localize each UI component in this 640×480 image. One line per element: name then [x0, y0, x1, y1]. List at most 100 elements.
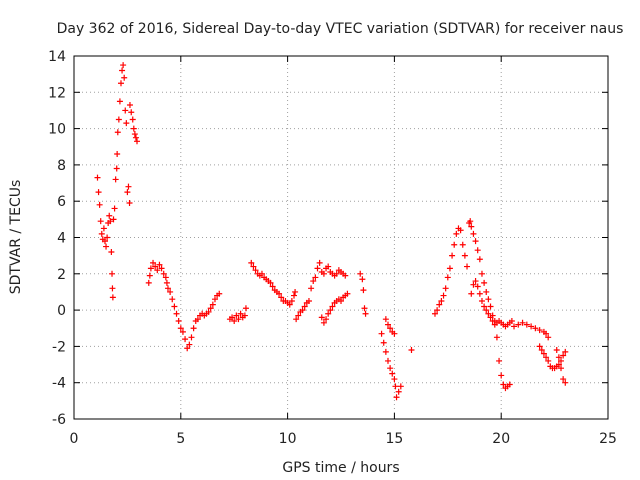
data-point [182, 336, 189, 343]
data-point [474, 283, 481, 290]
y-tick-label: 12 [48, 85, 66, 101]
x-tick-label: 0 [70, 431, 79, 447]
data-point [536, 343, 543, 350]
data-point [485, 310, 492, 317]
data-point [160, 270, 167, 277]
data-point [101, 238, 108, 245]
data-points [94, 62, 569, 401]
y-axis-label: SDTVAR / TECUs [8, 180, 24, 295]
y-tick-label: -6 [52, 412, 66, 428]
data-point [543, 354, 550, 361]
data-point [380, 339, 387, 346]
data-point [511, 323, 518, 330]
data-point [242, 305, 249, 312]
data-point [103, 243, 110, 250]
data-point [562, 348, 569, 355]
data-point [434, 307, 441, 314]
data-point [233, 312, 240, 319]
axis-ticks: 0 5 10 15 20 25 -6 -4 -2 0 2 4 6 8 10 12 14 [48, 49, 617, 447]
y-tick-label: -4 [52, 376, 66, 392]
data-point [560, 376, 567, 383]
data-point [378, 330, 385, 337]
data-point [121, 74, 128, 81]
data-point [237, 310, 244, 317]
data-point [175, 317, 182, 324]
data-point [446, 265, 453, 272]
data-point [163, 279, 170, 286]
x-tick-label: 20 [492, 431, 510, 447]
data-point [207, 305, 214, 312]
data-point [205, 308, 212, 315]
data-point [291, 292, 298, 299]
data-point [397, 383, 404, 390]
data-point [483, 288, 490, 295]
data-point [461, 252, 468, 259]
data-point [476, 256, 483, 263]
chart-title: Day 362 of 2016, Sidereal Day-to-day VTE… [57, 21, 624, 37]
data-point [389, 370, 396, 377]
data-point [481, 279, 488, 286]
data-point [519, 319, 526, 326]
data-point [278, 294, 285, 301]
data-point [190, 325, 197, 332]
data-point [496, 357, 503, 364]
data-point [97, 218, 104, 225]
data-point [478, 298, 485, 305]
data-point [299, 307, 306, 314]
data-point [106, 212, 113, 219]
data-point [288, 298, 295, 305]
data-point [408, 347, 415, 354]
data-point [538, 347, 545, 354]
data-point [98, 230, 105, 237]
data-point [457, 227, 464, 234]
data-point [146, 272, 153, 279]
data-point [115, 116, 122, 123]
data-point [325, 310, 332, 317]
data-point [467, 218, 474, 225]
data-point [267, 279, 274, 286]
data-point [314, 265, 321, 272]
data-point [500, 381, 507, 388]
data-point [111, 205, 118, 212]
data-point [241, 312, 248, 319]
data-point [209, 301, 216, 308]
data-point [292, 288, 299, 295]
data-point [169, 296, 176, 303]
data-point [129, 116, 136, 123]
data-point [442, 285, 449, 292]
y-tick-label: 4 [57, 231, 66, 247]
data-point [248, 259, 255, 266]
y-tick-label: -2 [52, 339, 66, 355]
data-point [194, 316, 201, 323]
x-tick-label: 25 [599, 431, 617, 447]
data-point [117, 80, 124, 87]
data-point [110, 216, 117, 223]
data-point [560, 352, 567, 359]
data-point [387, 325, 394, 332]
x-tick-label: 10 [279, 431, 297, 447]
data-point [269, 283, 276, 290]
data-point [235, 316, 242, 323]
data-point [451, 241, 458, 248]
data-point [128, 109, 135, 116]
data-point [543, 330, 550, 337]
data-point [562, 379, 569, 386]
data-point [361, 305, 368, 312]
data-point [295, 312, 302, 319]
data-point [391, 376, 398, 383]
data-point [532, 325, 539, 332]
data-point [327, 307, 334, 314]
data-point [109, 294, 116, 301]
x-axis-label: GPS time / hours [282, 460, 399, 476]
data-point [555, 361, 562, 368]
data-point [173, 310, 180, 317]
data-point [487, 303, 494, 310]
data-point [116, 98, 123, 105]
data-point [308, 285, 315, 292]
data-point [250, 263, 257, 270]
data-point [112, 176, 119, 183]
data-point [320, 319, 327, 326]
data-point [440, 292, 447, 299]
data-point [558, 357, 565, 364]
data-point [393, 394, 400, 401]
